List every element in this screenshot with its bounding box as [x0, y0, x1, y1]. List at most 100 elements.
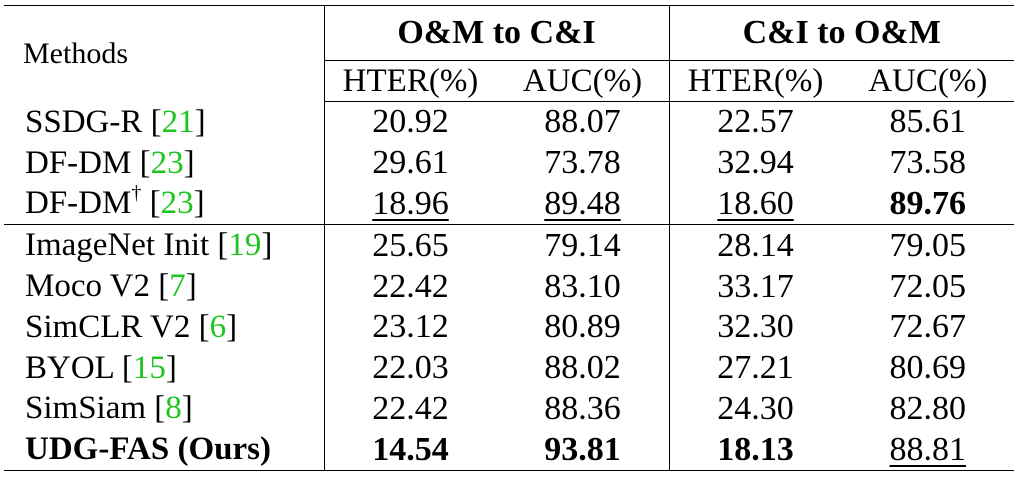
method-label: SimCLR V2 [ [25, 308, 210, 345]
metric-value: 73.58 [889, 144, 967, 182]
citation-link[interactable]: 21 [161, 103, 195, 140]
metric-value: 72.05 [889, 267, 967, 305]
metric-value: 73.78 [544, 144, 621, 182]
method-name: BYOL [15] [4, 347, 325, 389]
citation-link[interactable]: 6 [209, 308, 227, 345]
citation-link[interactable]: 7 [169, 268, 186, 305]
results-table-container: Methods O&M to C&I C&I to O&M HTER(%) AU… [4, 5, 1015, 472]
ref-close-bracket: ] [181, 390, 193, 427]
method-name: SimCLR V2 [6] [4, 306, 325, 348]
table-row: BYOL [15] 22.03 88.02 27.21 80.69 [4, 347, 1014, 389]
metric-cell: 73.78 [496, 142, 670, 184]
citation-link[interactable]: 23 [160, 185, 194, 222]
method-label: DF-DM [25, 185, 132, 222]
metric-value: 93.81 [544, 430, 621, 468]
ref-close-bracket: ] [193, 185, 205, 222]
metric-cell: 20.92 [324, 102, 497, 143]
metric-cell: 88.07 [496, 101, 670, 143]
table-row: DF-DM [23] 29.61 73.78 32.94 73.58 [4, 142, 1015, 184]
table-row: SSDG-R [21] 20.92 88.07 22.57 85.61 [4, 101, 1015, 143]
metric-cell: 88.81 [841, 429, 1015, 472]
table-row: UDG-FAS (Ours) 14.54 93.81 18.13 88.81 [4, 429, 1015, 472]
metric-value: 88.02 [544, 349, 621, 387]
metric-value: 29.61 [372, 144, 449, 182]
metric-value: 80.89 [544, 308, 621, 346]
metric-value: 32.94 [717, 144, 794, 182]
ref-close-bracket: ] [194, 103, 206, 140]
metric-value: 80.69 [889, 349, 967, 387]
method-name: DF-DM† [23] [4, 182, 325, 226]
metric-value: 20.92 [372, 103, 449, 141]
method-label: SimSiam [ [25, 390, 166, 427]
metric-cell: 32.30 [669, 307, 842, 348]
metric-cell: 18.13 [669, 429, 842, 472]
metric-cell: 89.48 [496, 183, 670, 226]
metric-value: 22.03 [372, 349, 449, 387]
citation-link[interactable]: 15 [132, 349, 166, 386]
metric-cell: 79.05 [842, 225, 1015, 266]
ref-open-bracket: [ [141, 185, 161, 222]
metric-value: 28.14 [717, 226, 794, 264]
metric-cell: 79.14 [496, 224, 670, 267]
metric-value: 85.61 [889, 103, 967, 141]
metric-cell: 22.42 [324, 266, 497, 307]
metric-value: 22.42 [372, 267, 449, 305]
metric-cell: 32.94 [669, 143, 842, 184]
hter-header-1: HTER(%) [324, 60, 497, 102]
metric-cell: 73.58 [842, 143, 1015, 184]
ref-close-bracket: ] [165, 349, 177, 386]
metric-value: 89.48 [544, 184, 621, 222]
citation-link[interactable]: 19 [228, 227, 262, 264]
metric-value: 22.42 [372, 389, 449, 427]
metric-value: 18.13 [717, 430, 794, 468]
metric-cell: 88.36 [496, 388, 670, 430]
auc-header-2: AUC(%) [841, 60, 1015, 102]
metric-value: 18.60 [717, 184, 794, 222]
group-header-om-to-ci: O&M to C&I [324, 5, 670, 61]
metric-cell: 80.89 [496, 306, 670, 348]
method-name: UDG-FAS (Ours) [4, 429, 325, 472]
metric-value: 23.12 [372, 308, 449, 346]
citation-link[interactable]: 8 [165, 390, 182, 427]
method-label: SSDG-R [ [25, 103, 162, 140]
table-row: DF-DM† [23] 18.96 89.48 18.60 89.76 [4, 182, 1015, 226]
metric-value: 79.14 [544, 226, 621, 264]
metric-cell: 83.10 [496, 266, 670, 307]
citation-link[interactable]: 23 [150, 144, 184, 181]
method-name: ImageNet Init [19] [4, 224, 325, 267]
metric-value: 89.76 [889, 184, 967, 222]
results-table: Methods O&M to C&I C&I to O&M HTER(%) AU… [4, 5, 1015, 472]
metric-cell: 23.12 [324, 307, 497, 348]
metric-cell: 93.81 [496, 429, 670, 472]
metric-cell: 22.57 [669, 102, 842, 143]
metric-cell: 89.76 [841, 183, 1015, 226]
method-label: UDG-FAS (Ours) [25, 431, 271, 468]
metric-value: 88.81 [889, 430, 967, 468]
metric-cell: 72.05 [842, 266, 1015, 307]
table-body: SSDG-R [21] 20.92 88.07 22.57 85.61 DF-DM [23… [4, 101, 1015, 472]
metric-value: 18.96 [372, 184, 449, 222]
metric-cell: 88.02 [496, 347, 670, 389]
dagger-mark: † [131, 182, 142, 205]
metric-cell: 33.17 [669, 266, 842, 307]
metric-value: 82.80 [889, 389, 967, 427]
method-label: DF-DM [ [25, 144, 151, 181]
method-name: SimSiam [8] [4, 388, 325, 430]
metric-value: 24.30 [717, 389, 794, 427]
metric-cell: 14.54 [324, 429, 497, 472]
table-row: SimCLR V2 [6] 23.12 80.89 32.30 72.67 [4, 306, 1015, 348]
metric-cell: 82.80 [842, 389, 1015, 430]
metric-value: 33.17 [717, 267, 794, 305]
metric-value: 88.07 [544, 103, 621, 141]
metric-cell: 29.61 [324, 143, 497, 184]
metric-value: 72.67 [889, 308, 967, 346]
metric-cell: 85.61 [842, 102, 1015, 143]
metric-cell: 22.42 [324, 389, 497, 430]
auc-header-1: AUC(%) [496, 60, 670, 102]
method-label: ImageNet Init [ [25, 227, 229, 264]
metric-value: 79.05 [889, 226, 967, 264]
method-label: Moco V2 [ [25, 268, 170, 305]
metric-cell: 25.65 [324, 225, 497, 266]
metric-cell: 72.67 [842, 307, 1015, 348]
hter-header-2: HTER(%) [669, 60, 842, 102]
